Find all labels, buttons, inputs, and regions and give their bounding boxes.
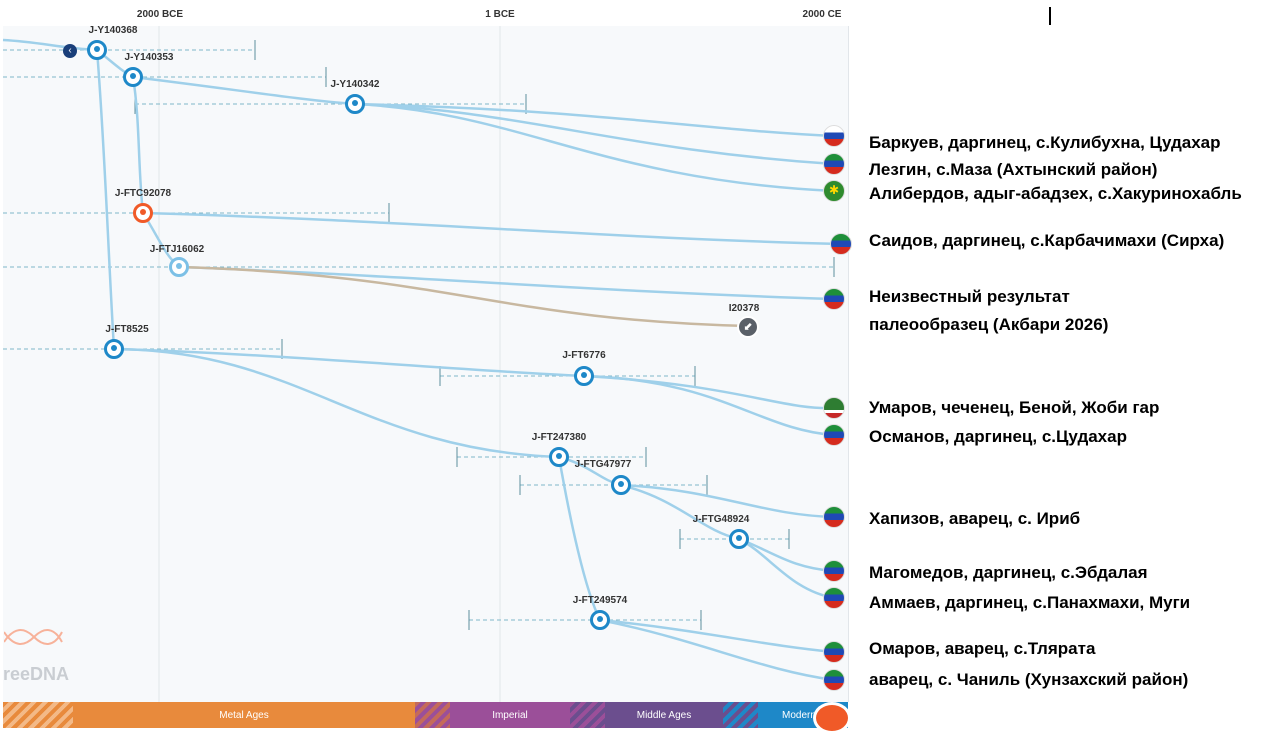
- leaf-label: Хапизов, аварец, с. Ириб: [869, 509, 1081, 528]
- dagestan-flag-icon: [823, 288, 845, 310]
- leaf-label: Лезгин, с.Маза (Ахтынский район): [869, 160, 1158, 179]
- leaf-label: Омаров, аварец, с.Тлярата: [869, 639, 1096, 658]
- branch: [557, 456, 602, 621]
- dagestan-flag-icon: [823, 424, 845, 446]
- branch: [738, 537, 835, 600]
- leaf-label: Османов, даргинец, с.Цудахар: [869, 427, 1127, 446]
- dagestan-flag-icon: [823, 506, 845, 528]
- branch: [354, 102, 835, 166]
- node-icon[interactable]: [345, 94, 365, 114]
- leaf-label: Саидов, даргинец, с.Карбачимахи (Сирха): [869, 231, 1225, 250]
- leaf-label: Неизвестный результат: [869, 287, 1070, 306]
- tree-panel: [3, 26, 849, 702]
- axis-label-2000bce: 2000 BCE: [136, 9, 184, 20]
- dagestan-flag-icon: [830, 233, 852, 255]
- timeline-segment-metal[interactable]: Metal Ages: [73, 702, 415, 728]
- back-arrow-icon[interactable]: ‹: [63, 44, 77, 58]
- axis-label-2000ce: 2000 CE: [802, 9, 842, 20]
- leaf-label: Алибердов, адыг-абадзех, с.Хакуринохабль: [869, 184, 1242, 203]
- timeline-segment: [570, 702, 605, 728]
- branch: [599, 618, 835, 682]
- timeline-bar: Metal Ages Imperial Middle Ages Modern: [3, 702, 848, 728]
- branch: [354, 102, 835, 193]
- node-icon[interactable]: [123, 67, 143, 87]
- dagestan-flag-icon: [823, 587, 845, 609]
- node-label: J-FTJ16062: [149, 244, 205, 255]
- timeline-segment-imperial[interactable]: Imperial: [450, 702, 570, 728]
- branch: [583, 374, 835, 437]
- sample-icon[interactable]: ⬋: [737, 316, 759, 338]
- node-icon[interactable]: [133, 203, 153, 223]
- node-icon[interactable]: [574, 366, 594, 386]
- dagestan-flag-icon: [823, 669, 845, 691]
- node-label: J-FT8525: [105, 324, 149, 335]
- axis-label-1bce: 1 BCE: [485, 9, 515, 20]
- leaf-label: Баркуев, даргинец, с.Кулибухна, Цудахар: [869, 133, 1221, 152]
- node-label: J-Y140368: [88, 25, 138, 36]
- sample-label: I20378: [728, 303, 760, 314]
- branch: [583, 374, 835, 410]
- node-label: J-FT249574: [572, 595, 628, 606]
- node-icon[interactable]: [87, 40, 107, 60]
- dagestan-flag-icon: [823, 153, 845, 175]
- node-label: J-FTG47977: [574, 459, 632, 470]
- ancient-branch: [178, 265, 749, 328]
- timeline-clock-icon[interactable]: [813, 702, 851, 734]
- timeline-segment: [415, 702, 450, 728]
- node-icon[interactable]: [590, 610, 610, 630]
- branch: [2, 38, 98, 52]
- leaf-label: Магомедов, даргинец, с.Эбдалая: [869, 563, 1148, 582]
- branch: [620, 483, 835, 519]
- node-icon[interactable]: [169, 257, 189, 277]
- adygea-flag-icon: ✱: [823, 180, 845, 202]
- node-label: J-Y140353: [124, 52, 174, 63]
- brand-logo: reeDNA: [3, 664, 70, 684]
- dna-logo-icon: [4, 629, 63, 645]
- dagestan-flag-icon: [823, 560, 845, 582]
- node-label: J-FTC92078: [114, 188, 172, 199]
- node-icon[interactable]: [729, 529, 749, 549]
- branch: [620, 483, 740, 541]
- branch: [738, 537, 835, 573]
- node-label: J-FTG48924: [692, 514, 750, 525]
- timeline-segment: [723, 702, 758, 728]
- russia-flag-icon: [823, 125, 845, 147]
- node-label: J-FT247380: [531, 432, 587, 443]
- branch: [599, 618, 835, 654]
- timeline-segment-middle[interactable]: Middle Ages: [605, 702, 723, 728]
- chechnya-flag-icon: [823, 397, 845, 419]
- branch: [142, 211, 842, 246]
- leaf-label: Умаров, чеченец, Беной, Жоби гар: [869, 398, 1160, 417]
- leaf-label: аварец, с. Чаниль (Хунзахский район): [869, 670, 1189, 689]
- node-icon[interactable]: [104, 339, 124, 359]
- node-icon[interactable]: [611, 475, 631, 495]
- branch: [113, 347, 560, 459]
- text-cursor: [1049, 7, 1051, 25]
- leaf-label: палеообразец (Акбари 2026): [869, 315, 1109, 334]
- node-label: J-Y140342: [330, 79, 380, 90]
- branch: [132, 75, 356, 106]
- node-icon[interactable]: [549, 447, 569, 467]
- branch: [113, 347, 585, 378]
- branch: [354, 102, 835, 138]
- timeline-segment: [3, 702, 73, 728]
- branch: [95, 49, 116, 350]
- leaf-label: Аммаев, даргинец, с.Панахмахи, Муги: [869, 593, 1191, 612]
- node-label: J-FT6776: [562, 350, 606, 361]
- dagestan-flag-icon: [823, 641, 845, 663]
- branch: [131, 76, 145, 214]
